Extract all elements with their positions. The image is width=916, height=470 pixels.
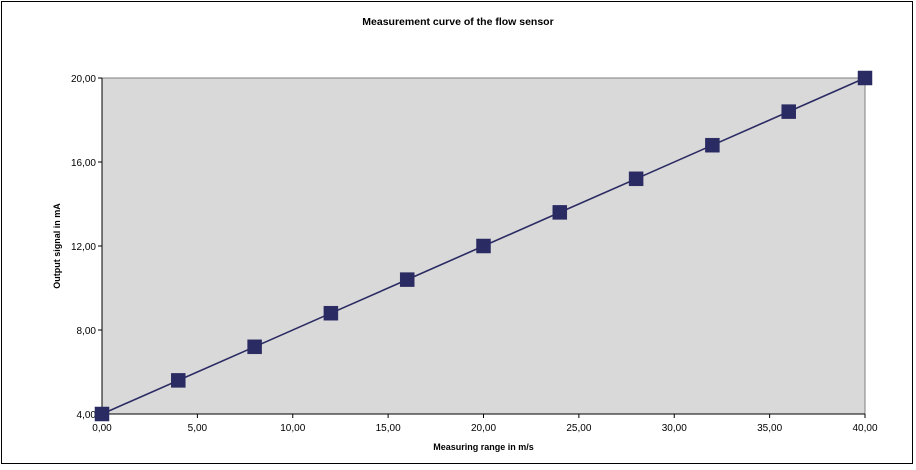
x-tick-label: 25,00: [566, 423, 591, 434]
data-point-marker: [781, 104, 796, 119]
x-tick-label: 30,00: [662, 423, 687, 434]
chart-title: Measurement curve of the flow sensor: [362, 16, 553, 28]
data-point-marker: [628, 171, 644, 187]
x-tick-label: 15,00: [376, 423, 401, 434]
y-tick-label: 16,00: [71, 158, 96, 169]
data-point-marker: [857, 70, 873, 86]
y-tick-label: 8,00: [77, 326, 97, 337]
data-point-marker: [552, 205, 568, 220]
x-axis: 0,00 5,00 10,00 15,00 20,00 25,00 30,00 35,00 40…: [92, 413, 878, 434]
y-tick-label: 20,00: [71, 74, 96, 85]
data-point-marker: [171, 373, 186, 388]
y-axis: 4,00 8,00 12,00 16,00 20,00: [71, 74, 103, 421]
x-axis-title: Measuring range in m/s: [433, 442, 534, 452]
x-tick-label: 35,00: [757, 423, 782, 434]
x-tick-label: 20,00: [471, 423, 496, 434]
y-axis-title: Output signal in mA: [52, 203, 62, 289]
data-point-marker: [323, 305, 339, 321]
data-point-marker: [94, 406, 110, 422]
x-tick-label: 5,00: [188, 423, 208, 434]
data-point-marker: [705, 137, 720, 153]
x-tick-label: 10,00: [280, 423, 305, 434]
x-tick-label: 40,00: [852, 423, 877, 434]
x-tick-label: 0,00: [92, 423, 112, 434]
data-point-marker: [476, 238, 491, 254]
data-point-marker: [247, 339, 262, 355]
y-tick-label: 4,00: [77, 410, 97, 421]
series-group: [94, 70, 873, 422]
data-point-marker: [399, 272, 415, 287]
y-tick-label: 12,00: [71, 242, 96, 253]
